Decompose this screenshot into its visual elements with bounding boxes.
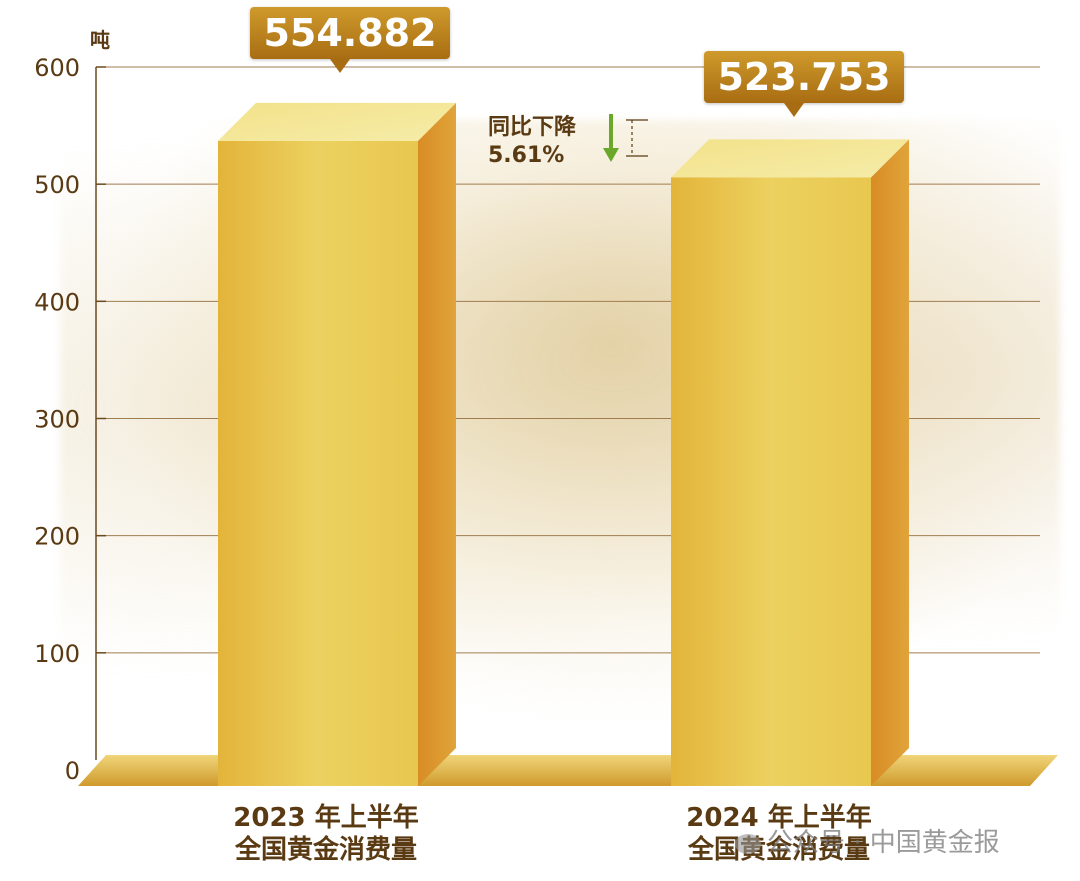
category-label-2023-line2: 全国黄金消费量 [234, 835, 417, 865]
bar-front-0 [218, 140, 418, 786]
y-tick-label-300: 300 [34, 406, 80, 434]
bar-side-0 [418, 102, 456, 786]
category-label-2024: 2024 年上半年 全国黄金消费量 [649, 802, 909, 866]
category-label-2023-line1: 2023 年上半年 [233, 803, 419, 833]
bar-top-0 [218, 102, 456, 141]
y-tick-label-500: 500 [34, 171, 80, 199]
wechat-icon [735, 833, 761, 854]
down-arrow-head-icon [603, 148, 619, 162]
category-label-2023: 2023 年上半年 全国黄金消费量 [196, 802, 456, 866]
change-annotation: 同比下降 5.61% [488, 114, 576, 170]
bar-top-1 [671, 139, 909, 178]
y-tick-label-100: 100 [34, 640, 80, 668]
y-tick-label-600: 600 [34, 54, 80, 82]
watermark-text: 公众号 · 中国黄金报 [767, 828, 1000, 858]
y-tick-label-0: 0 [65, 757, 80, 785]
y-tick-label-200: 200 [34, 523, 80, 551]
category-label-2024-line1: 2024 年上半年 [686, 803, 872, 833]
change-annotation-line1: 同比下降 [488, 115, 577, 140]
bar-front-1 [671, 177, 871, 787]
category-label-2024-line2: 全国黄金消费量 [687, 835, 870, 865]
value-label-2024: 523.753 [704, 51, 904, 118]
watermark: 公众号 · 中国黄金报 [735, 822, 1000, 859]
bar-side-1 [871, 139, 909, 787]
value-label-2023: 554.882 [250, 6, 450, 73]
y-axis-unit-label: 吨 [90, 28, 110, 52]
y-tick-label-400: 400 [34, 288, 80, 316]
change-annotation-line2: 5.61% [488, 143, 565, 168]
